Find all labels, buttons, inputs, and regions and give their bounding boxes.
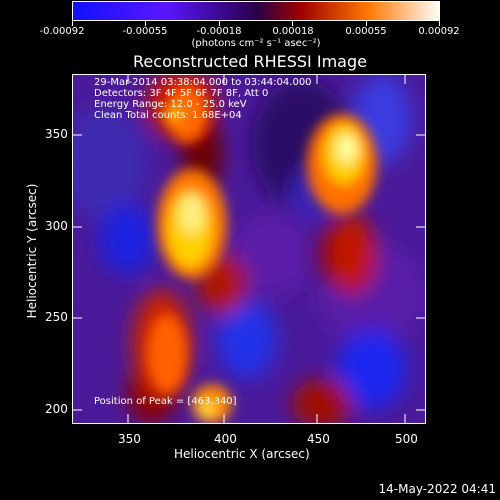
colorbar-ticks — [72, 21, 440, 26]
annotation-clean-counts: Clean Total counts: 1.68E+04 — [94, 110, 242, 121]
plot-title: Reconstructed RHESSI Image — [133, 52, 367, 71]
footer-timestamp: 14-May-2022 04:41 — [378, 482, 496, 496]
annotation-detectors: Detectors: 3F 4F 5F 6F 7F 8F, Att 0 — [94, 88, 269, 99]
plot-frame — [72, 74, 426, 424]
x-tick-label: 500 — [395, 432, 418, 446]
y-tick-label: 350 — [45, 127, 68, 141]
colorbar-tick-label: 0.00092 — [418, 26, 460, 37]
reconstructed-image — [72, 74, 426, 424]
x-tick-label: 400 — [214, 432, 237, 446]
y-tick-label: 200 — [45, 402, 68, 416]
x-tick-label: 450 — [307, 432, 330, 446]
y-tick-label: 250 — [45, 310, 68, 324]
y-axis-title: Heliocentric Y (arcsec) — [25, 183, 39, 319]
x-tick-label: 350 — [118, 432, 141, 446]
colorbar — [72, 1, 440, 21]
colorbar-tick-label: -0.00018 — [196, 26, 242, 37]
annotation-time-range: 29-Mar-2014 03:38:04.000 to 03:44:04.000 — [94, 77, 312, 88]
colorbar-units-label: (photons cm⁻² s⁻¹ asec⁻²) — [191, 38, 321, 49]
colorbar-tick-label: -0.00092 — [39, 26, 85, 37]
heatmap-image — [72, 74, 426, 424]
y-tick-label: 300 — [45, 219, 68, 233]
x-axis-title: Heliocentric X (arcsec) — [174, 447, 310, 461]
colorbar-tick-label: 0.00055 — [345, 26, 387, 37]
colorbar-gradient — [73, 2, 439, 20]
colorbar-tick-label: 0.00018 — [272, 26, 314, 37]
annotation-energy-range: Energy Range: 12.0 - 25.0 keV — [94, 99, 247, 110]
peak-position-label: Position of Peak = [463,340] — [94, 396, 237, 407]
colorbar-tick-label: -0.00055 — [122, 26, 168, 37]
